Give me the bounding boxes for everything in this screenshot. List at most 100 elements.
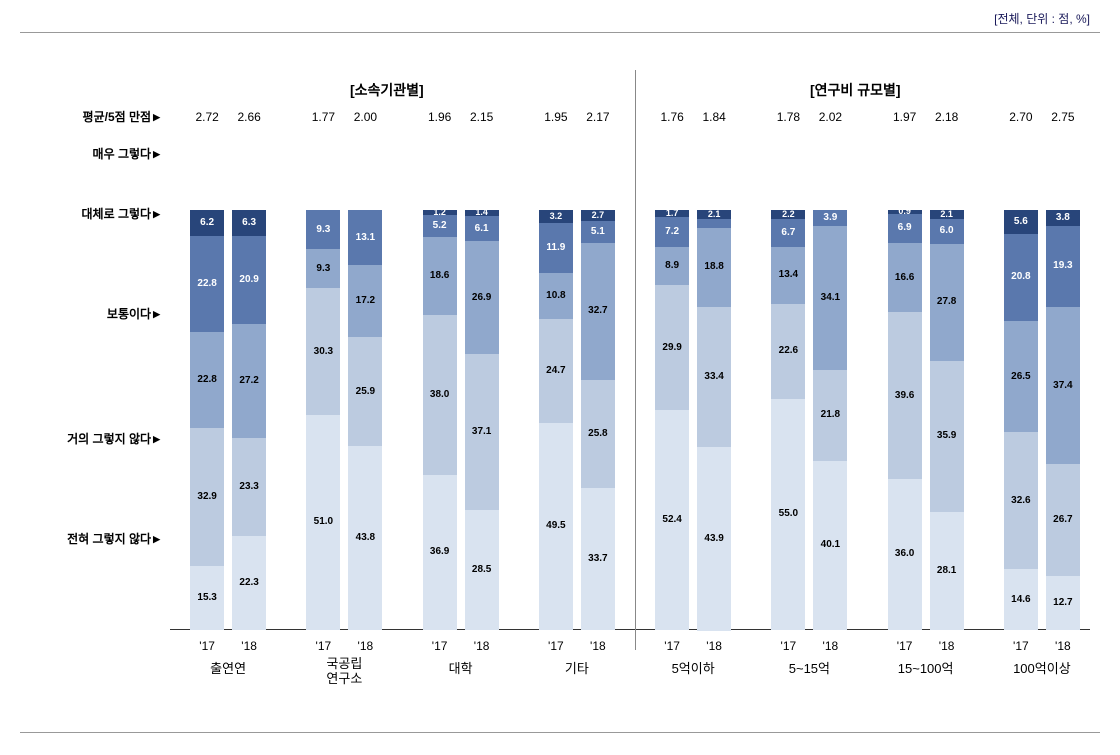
- segment-value: 37.4: [1053, 381, 1072, 391]
- segment-value: 25.8: [588, 429, 607, 439]
- bar-segment: 9.3: [306, 249, 340, 288]
- segment-value: 9.3: [316, 264, 330, 274]
- segment-value: 35.9: [937, 431, 956, 441]
- segment-value: 18.6: [430, 271, 449, 281]
- avg-label: 1.95: [539, 110, 573, 124]
- avg-label: 2.17: [581, 110, 615, 124]
- segment-value: 20.9: [239, 275, 258, 285]
- bar-segment: 39.6: [888, 312, 922, 478]
- bar-segment: 27.8: [930, 244, 964, 361]
- year-label: '17: [190, 639, 224, 653]
- year-label: '17: [423, 639, 457, 653]
- segment-value: 2.1: [708, 210, 721, 219]
- segment-value: 5.1: [591, 227, 605, 237]
- segment-value: 27.8: [937, 297, 956, 307]
- segment-value: 27.2: [239, 376, 258, 386]
- group-label: 기타: [527, 661, 627, 677]
- segment-value: 5.6: [1014, 217, 1028, 227]
- year-label: '18: [1046, 639, 1080, 653]
- bar-segment: 5.1: [581, 221, 615, 242]
- segment-value: 17.2: [356, 296, 375, 306]
- bar-segment: 9.3: [306, 210, 340, 249]
- bar-segment: 18.8: [697, 228, 731, 307]
- bar-segment: 26.9: [465, 241, 499, 354]
- stacked-bar: 2.26.713.422.655.0: [771, 210, 805, 630]
- bar-segment: 20.8: [1004, 234, 1038, 321]
- segment-value: 9.3: [316, 225, 330, 235]
- segment-value: 32.7: [588, 306, 607, 316]
- bar-segment: 3.9: [813, 210, 847, 226]
- group-label: 100억이상: [992, 661, 1092, 677]
- segment-value: 5.2: [433, 221, 447, 231]
- chart-container: [소속기관별] [연구비 규모별] 평균/5점 만점 매우 그렇다 대체로 그렇…: [20, 60, 1100, 725]
- segment-value: 6.1: [475, 224, 489, 234]
- bar-segment: 14.6: [1004, 569, 1038, 630]
- bar-segment: 16.6: [888, 243, 922, 313]
- group-label: 5~15억: [759, 661, 859, 677]
- segment-value: 22.3: [239, 578, 258, 588]
- segment-value: 43.9: [704, 534, 723, 544]
- segment-value: 13.4: [779, 270, 798, 280]
- bar-segment: 22.6: [771, 304, 805, 399]
- bar-segment: 5.6: [1004, 210, 1038, 234]
- segment-value: 12.7: [1053, 598, 1072, 608]
- bar-segment: 33.4: [697, 307, 731, 447]
- bar-segment: 33.7: [581, 488, 615, 630]
- row-label-3: 보통이다: [107, 305, 160, 322]
- avg-label: 2.18: [930, 110, 964, 124]
- segment-value: 2.1: [940, 210, 953, 219]
- row-label-avg: 평균/5점 만점: [83, 108, 160, 125]
- bar-segment: 2.2: [771, 210, 805, 219]
- year-label: '18: [232, 639, 266, 653]
- segment-value: 34.1: [821, 293, 840, 303]
- year-label: '17: [771, 639, 805, 653]
- row-labels: 평균/5점 만점 매우 그렇다 대체로 그렇다 보통이다 거의 그렇지 않다 전…: [20, 60, 160, 725]
- segment-value: 38.0: [430, 390, 449, 400]
- segment-value: 15.3: [197, 593, 216, 603]
- row-label-2: 거의 그렇지 않다: [67, 430, 160, 447]
- bar-segment: 36.0: [888, 479, 922, 630]
- avg-label: 2.00: [348, 110, 382, 124]
- segment-value: 2.7: [592, 211, 605, 220]
- segment-value: 6.2: [200, 218, 214, 228]
- year-label: '17: [655, 639, 689, 653]
- segment-value: 22.8: [197, 279, 216, 289]
- bar-segment: 22.3: [232, 536, 266, 630]
- bar-segment: 32.7: [581, 243, 615, 380]
- bar-segment: 6.0: [930, 219, 964, 244]
- year-label: '18: [813, 639, 847, 653]
- segment-value: 13.1: [356, 233, 375, 243]
- bar-segment: 3.2: [539, 210, 573, 223]
- segment-value: 30.3: [314, 347, 333, 357]
- bar-segment: 32.9: [190, 428, 224, 566]
- segment-value: 26.7: [1053, 515, 1072, 525]
- bar-segment: 18.6: [423, 237, 457, 315]
- segment-value: 43.8: [356, 533, 375, 543]
- segment-value: 29.9: [662, 343, 681, 353]
- segment-value: 36.0: [895, 549, 914, 559]
- bar-segment: 6.7: [771, 219, 805, 247]
- bar-segment: 51.0: [306, 415, 340, 629]
- year-label: '18: [348, 639, 382, 653]
- year-label: '17: [306, 639, 340, 653]
- segment-value: 20.8: [1011, 272, 1030, 282]
- segment-value: 21.8: [821, 410, 840, 420]
- stacked-bar: 13.117.225.943.8: [348, 210, 382, 630]
- segment-value: 16.6: [895, 273, 914, 283]
- segment-value: 22.8: [197, 375, 216, 385]
- segment-value: 32.6: [1011, 496, 1030, 506]
- bar-segment: 13.1: [348, 210, 382, 265]
- row-label-4: 대체로 그렇다: [82, 205, 161, 222]
- bar-segment: 5.2: [423, 215, 457, 237]
- bar-segment: 49.5: [539, 423, 573, 631]
- group-label: 출연연: [178, 661, 278, 677]
- bar-segment: 38.0: [423, 315, 457, 475]
- avg-label: 1.78: [771, 110, 805, 124]
- segment-value: 37.1: [472, 427, 491, 437]
- bar-segment: 15.3: [190, 566, 224, 630]
- segment-value: 33.7: [588, 554, 607, 564]
- bar-segment: 20.9: [232, 236, 266, 324]
- stacked-bar: 3.934.121.840.1: [813, 210, 847, 630]
- bar-segment: 30.3: [306, 288, 340, 415]
- bar-segment: 24.7: [539, 319, 573, 423]
